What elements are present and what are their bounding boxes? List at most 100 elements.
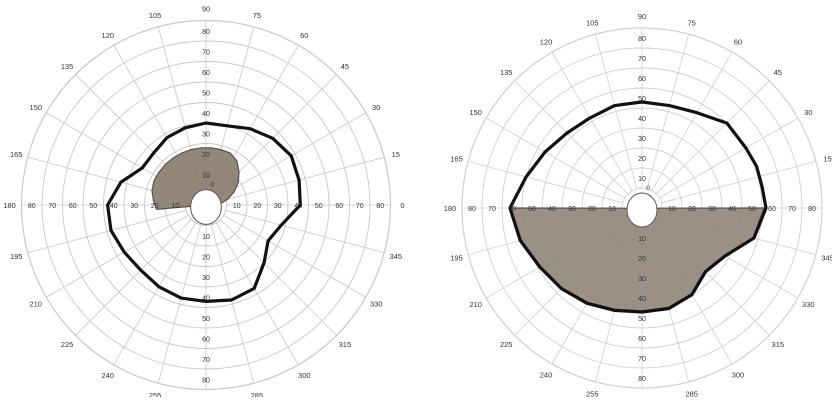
radial-label-up: 50: [638, 96, 646, 103]
angle-label: 255: [149, 391, 162, 397]
angle-label: 15: [823, 154, 831, 163]
radial-label-down: 40: [638, 296, 646, 303]
radial-label-up: 70: [638, 56, 646, 63]
grid-spoke: [216, 223, 298, 365]
radial-label-right: 80: [808, 206, 816, 213]
radial-label-down: 80: [638, 376, 646, 383]
radial-label-left: 80: [468, 206, 476, 213]
radial-label-left: 40: [110, 203, 118, 210]
radial-label-down: 80: [202, 377, 210, 384]
radial-label-up: 70: [202, 49, 210, 56]
angle-label: 150: [469, 108, 482, 117]
grid-spoke: [211, 225, 253, 383]
radial-label-up: 80: [202, 29, 210, 36]
angle-label: 180: [3, 201, 16, 210]
radial-label-left: 30: [568, 206, 576, 213]
radial-label-up: 40: [638, 116, 646, 123]
radial-label-right: 30: [274, 203, 282, 210]
radial-label-left: 60: [69, 203, 77, 210]
grid-spoke: [226, 157, 384, 199]
angle-label: 345: [821, 254, 832, 263]
angle-label: 75: [253, 11, 261, 20]
angle-label: 120: [102, 31, 115, 40]
angle-label: 300: [298, 371, 311, 380]
radial-label-left: 20: [151, 203, 159, 210]
angle-label: 285: [685, 390, 698, 398]
radial-label-up: 60: [638, 76, 646, 83]
radial-label-left: 50: [528, 206, 536, 213]
radial-label-left: 30: [130, 203, 138, 210]
angle-label: 210: [469, 300, 482, 309]
grid-spoke: [220, 219, 336, 335]
radial-label-right: 10: [668, 206, 676, 213]
center-label: 0: [646, 185, 650, 192]
grid-spoke: [46, 215, 188, 297]
angle-label: 105: [586, 19, 599, 28]
grid-spoke: [468, 161, 623, 202]
grid-spoke: [226, 210, 384, 252]
radial-label-up: 30: [638, 136, 646, 143]
radial-label-left: 20: [588, 206, 596, 213]
center-label: 0: [210, 182, 214, 189]
angle-label: 15: [392, 150, 400, 159]
radial-label-up: 20: [638, 156, 646, 163]
angle-label: 45: [341, 62, 349, 71]
angle-label: 240: [101, 371, 114, 380]
radial-label-down: 10: [202, 234, 210, 241]
radial-label-left: 50: [89, 203, 97, 210]
grid-spoke: [76, 219, 192, 335]
radial-label-right: 40: [728, 206, 736, 213]
radial-label-right: 60: [335, 203, 343, 210]
radial-label-right: 70: [356, 203, 364, 210]
angle-label: 285: [251, 391, 264, 397]
radial-label-down: 50: [202, 316, 210, 323]
radial-label-up: 10: [638, 176, 646, 183]
radial-label-down: 40: [202, 295, 210, 302]
angle-label: 105: [149, 11, 162, 20]
angle-label: 330: [802, 300, 815, 309]
angle-label: 300: [732, 370, 745, 379]
grid-spoke: [114, 223, 196, 365]
angle-label: 90: [202, 5, 210, 14]
grid-spoke: [224, 113, 366, 195]
radial-label-down: 60: [202, 336, 210, 343]
angle-label: 345: [390, 252, 403, 261]
grid-spoke: [158, 225, 200, 383]
radial-label-down: 70: [202, 357, 210, 364]
angle-label: 195: [450, 254, 463, 263]
radial-label-right: 40: [294, 203, 302, 210]
radial-label-down: 30: [638, 276, 646, 283]
radial-label-right: 20: [688, 206, 696, 213]
grid-spoke: [552, 52, 632, 191]
angle-label: 30: [372, 103, 380, 112]
radial-label-up: 60: [202, 70, 210, 77]
radial-label-down: 30: [202, 275, 210, 282]
radial-label-right: 80: [376, 203, 384, 210]
radial-label-down: 10: [638, 236, 646, 243]
angle-label: 255: [586, 390, 599, 398]
angle-label: 195: [10, 252, 23, 261]
angle-label: 45: [774, 68, 782, 77]
radial-label-right: 30: [708, 206, 716, 213]
radial-label-right: 60: [768, 206, 776, 213]
radial-label-left: 70: [488, 206, 496, 213]
angle-label: 90: [638, 12, 646, 21]
radial-label-left: 10: [608, 206, 616, 213]
grid-spoke: [28, 210, 186, 252]
radial-label-down: 70: [638, 356, 646, 363]
radial-label-up: 50: [202, 90, 210, 97]
grid-spoke: [661, 161, 816, 202]
radial-label-left: 80: [28, 203, 36, 210]
radial-label-down: 60: [638, 336, 646, 343]
radial-label-up: 20: [202, 152, 210, 159]
radial-label-up: 30: [202, 131, 210, 138]
angle-label: 225: [500, 340, 513, 349]
radial-label-left: 70: [48, 203, 56, 210]
radial-label-up: 10: [202, 172, 210, 179]
radial-label-up: 80: [638, 36, 646, 43]
angle-label: 60: [734, 38, 742, 47]
angle-label: 0: [400, 201, 404, 210]
angle-label: 165: [450, 154, 463, 163]
grid-spoke: [659, 118, 798, 198]
